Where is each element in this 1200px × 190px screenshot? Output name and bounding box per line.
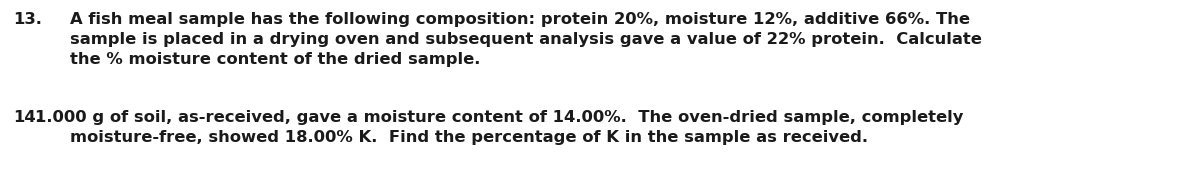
Text: 13.: 13. [13, 12, 42, 27]
Text: sample is placed in a drying oven and subsequent analysis gave a value of 22% pr: sample is placed in a drying oven and su… [70, 32, 982, 47]
Text: moisture-free, showed 18.00% K.  Find the percentage of K in the sample as recei: moisture-free, showed 18.00% K. Find the… [70, 130, 868, 145]
Text: 1.000 g of soil, as-received, gave a moisture content of 14.00%.  The oven-dried: 1.000 g of soil, as-received, gave a moi… [35, 110, 964, 125]
Text: the % moisture content of the dried sample.: the % moisture content of the dried samp… [70, 52, 480, 67]
Text: A fish meal sample has the following composition: protein 20%, moisture 12%, add: A fish meal sample has the following com… [70, 12, 970, 27]
Text: 14.: 14. [13, 110, 42, 125]
